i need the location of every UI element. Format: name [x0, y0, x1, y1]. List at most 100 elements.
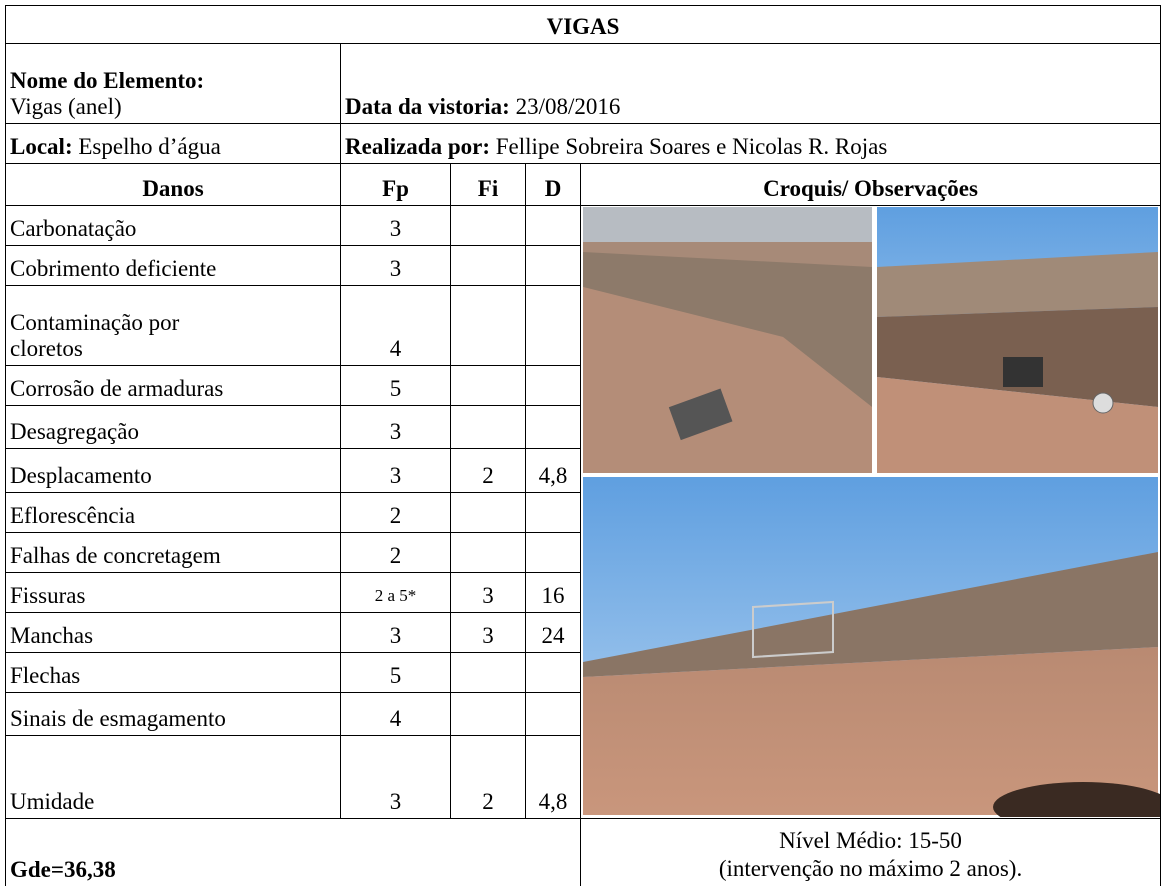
damage-cell: Carbonatação — [5, 205, 341, 246]
fp-cell: 4 — [340, 285, 451, 366]
table-row: Desplacamento 3 2 4,8 — [5, 448, 1161, 493]
fi-cell — [450, 205, 526, 246]
column-header: Fi — [450, 163, 526, 206]
footer-row: Gde=36,38 Nível Médio: 15-50 (intervenção … — [5, 818, 1162, 886]
fp-cell: 2 — [340, 492, 451, 533]
fi-cell — [450, 532, 526, 573]
fp-cell: 2 — [340, 532, 451, 573]
fp: 5 — [389, 663, 402, 688]
damage: Fissuras — [10, 583, 86, 608]
photo-3 — [583, 477, 1160, 817]
fp-cell: 3 — [340, 612, 451, 653]
d: 4,8 — [538, 463, 568, 488]
damage-cell: Sinais de esmagamento — [5, 692, 341, 736]
damage: Contaminação por cloretos — [10, 310, 180, 361]
damage-cell: Desagregação — [5, 405, 341, 449]
fi-cell — [450, 285, 526, 366]
fi-cell — [450, 492, 526, 533]
d-cell — [525, 365, 581, 406]
level-cell: Nível Médio: 15-50 (intervenção no máximo… — [579, 818, 1162, 886]
level: Nível Médio: 15-50 — [779, 828, 962, 853]
inspection-table: VIGAS Nome do Elemento: Vigas (anel) Data… — [4, 5, 1162, 886]
fp-cell: 3 — [340, 205, 451, 246]
fi-cell: 3 — [450, 572, 526, 613]
fp: 2 a 5* — [374, 586, 417, 605]
d: 24 — [541, 623, 565, 648]
damage-cell: Umidade — [5, 735, 341, 819]
damage-cell: Falhas de concretagem — [5, 532, 341, 573]
fi: 2 — [482, 463, 494, 488]
table-row: Corrosão de armaduras 5 — [5, 365, 1161, 406]
location-cell: Local: Espelho d’água — [5, 123, 341, 164]
fp: 3 — [389, 789, 402, 814]
fi-cell: 3 — [450, 612, 526, 653]
d-cell: 4,8 — [525, 448, 581, 493]
damage: Carbonatação — [10, 216, 137, 241]
table-row: Sinais de esmagamento 4 — [5, 692, 1161, 736]
fi-cell — [450, 365, 526, 406]
fp-cell: 3 — [340, 735, 451, 819]
d-cell — [525, 652, 581, 693]
table-row: Desagregação 3 — [5, 405, 1161, 449]
damage-cell: Cobrimento deficiente — [5, 245, 341, 286]
damage: Desplacamento — [10, 463, 152, 488]
fp-cell: 3 — [340, 405, 451, 449]
fp: 3 — [389, 419, 402, 444]
damage-cell: Contaminação por cloretos — [5, 285, 341, 366]
element-label: Nome do Elemento: — [10, 68, 205, 93]
date-label: Data da vistoria: — [345, 94, 510, 119]
damage: Sinais de esmagamento — [10, 706, 226, 731]
fi-cell — [450, 692, 526, 736]
d-cell — [525, 492, 581, 533]
fp-cell: 3 — [340, 448, 451, 493]
fp-cell: 2 a 5* — [340, 572, 451, 613]
location-label: Local: — [10, 134, 73, 159]
fp-cell: 5 — [340, 365, 451, 406]
damage: Desagregação — [10, 419, 139, 444]
date-value: 23/08/2016 — [515, 94, 621, 119]
table-row: Manchas 3 3 24 — [5, 612, 1161, 653]
fp-cell: 5 — [340, 652, 451, 693]
d-cell — [525, 692, 581, 736]
table-row: Flechas 5 — [5, 652, 1161, 693]
damage: Eflorescência — [10, 503, 136, 528]
element-cell: Nome do Elemento: Vigas (anel) — [5, 43, 341, 124]
performer-cell: Realizada por: Fellipe Sobreira Soares e… — [339, 123, 1162, 164]
table-row: Falhas de concretagem 2 — [5, 532, 1161, 573]
d-cell: 4,8 — [525, 735, 581, 819]
photos — [583, 207, 1160, 817]
damage: Manchas — [10, 623, 94, 648]
note: (intervenção no máximo 2 anos). — [718, 856, 1023, 881]
damage-cell: Desplacamento — [5, 448, 341, 493]
damage: Corrosão de armaduras — [10, 376, 224, 401]
fp: 5 — [389, 376, 402, 401]
fi: 2 — [482, 789, 494, 814]
element-value: Vigas (anel) — [10, 94, 122, 119]
damage: Flechas — [10, 663, 81, 688]
performer-label: Realizada por: — [345, 134, 491, 159]
damage-cell: Fissuras — [5, 572, 341, 613]
d-cell: 24 — [525, 612, 581, 653]
d-cell — [525, 285, 581, 366]
damage: Umidade — [10, 789, 95, 814]
column-header: Croquis/ Observações — [579, 163, 1162, 206]
fi-cell — [450, 405, 526, 449]
column-header: D — [525, 163, 581, 206]
damage: Cobrimento deficiente — [10, 256, 217, 281]
photo-2 — [877, 207, 1158, 473]
d-cell — [525, 532, 581, 573]
date-cell: Data da vistoria: 23/08/2016 — [339, 43, 1162, 124]
location-value: Espelho d’água — [78, 134, 221, 159]
fp: 2 — [389, 503, 402, 528]
fi-cell: 2 — [450, 735, 526, 819]
fi-cell: 2 — [450, 448, 526, 493]
fi: 3 — [482, 623, 494, 648]
damage-cell: Manchas — [5, 612, 341, 653]
column-header: Fp — [340, 163, 451, 206]
table-row: Cobrimento deficiente 3 — [5, 245, 1161, 286]
fp: 3 — [389, 623, 402, 648]
d-cell — [525, 405, 581, 449]
d-cell — [525, 205, 581, 246]
d-cell: 16 — [525, 572, 581, 613]
